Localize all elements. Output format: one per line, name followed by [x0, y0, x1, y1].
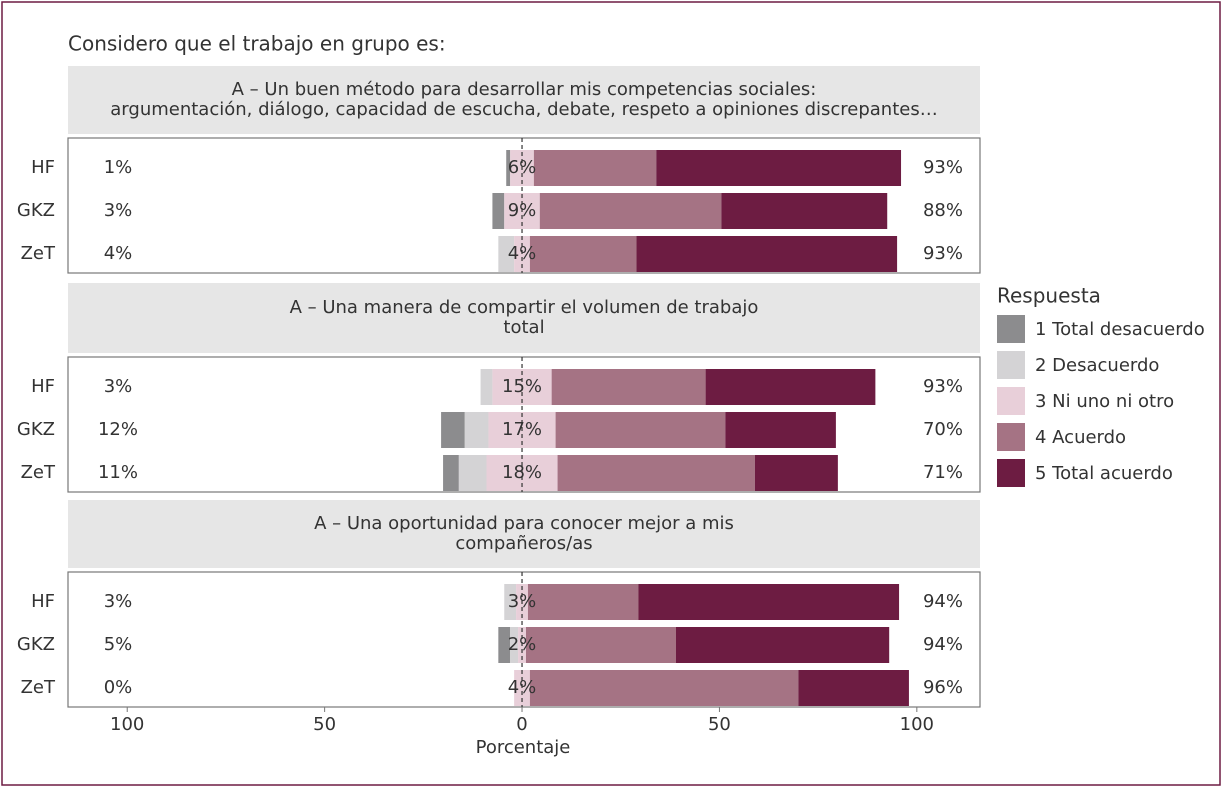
legend-label: 3 Ni uno ni otro [1035, 391, 1174, 412]
panel-title: compañeros/as [455, 533, 592, 554]
row-label: GKZ [17, 634, 55, 655]
x-tick-label: 0 [516, 714, 527, 735]
bar-segment [480, 369, 493, 405]
bar-segment [492, 193, 505, 229]
panel-header [68, 283, 980, 353]
bar-segment [705, 369, 876, 405]
panel-title: A – Una manera de compartir el volumen d… [290, 297, 759, 318]
bar-segment [557, 455, 755, 491]
agree-label: 94% [923, 634, 963, 655]
bar-segment [533, 150, 657, 186]
panel-title: A – Un buen método para desarrollar mis … [232, 79, 817, 100]
bar-segment [529, 236, 637, 272]
row-label: GKZ [17, 200, 55, 221]
row-label: ZeT [21, 462, 56, 483]
disagree-label: 3% [104, 376, 133, 397]
bar-segment [551, 369, 706, 405]
bar-segment [798, 670, 909, 706]
x-tick-label: 50 [708, 714, 731, 735]
bar-segment [676, 627, 890, 663]
x-tick-label: 100 [900, 714, 934, 735]
disagree-label: 4% [104, 243, 133, 264]
bar-segment [725, 412, 836, 448]
legend-label: 2 Desacuerdo [1035, 355, 1159, 376]
bar-segment [656, 150, 902, 186]
panel-title: A – Una oportunidad para conocer mejor a… [314, 513, 734, 534]
disagree-label: 5% [104, 634, 133, 655]
panel-title: argumentación, diálogo, capacidad de esc… [110, 99, 937, 120]
disagree-label: 1% [104, 157, 133, 178]
bar-segment [441, 412, 465, 448]
legend-label: 1 Total desacuerdo [1035, 319, 1205, 340]
x-tick-label: 100 [110, 714, 144, 735]
bar-segment [510, 627, 519, 663]
panel-title: total [503, 317, 544, 338]
bar-segment [458, 455, 487, 491]
bar-segment [506, 150, 511, 186]
legend-label: 5 Total acuerdo [1035, 463, 1173, 484]
x-axis-label: Porcentaje [476, 737, 571, 758]
legend-swatch [997, 387, 1025, 415]
legend-swatch [997, 423, 1025, 451]
bar-segment [638, 584, 900, 620]
chart-title: Considero que el trabajo en grupo es: [68, 32, 446, 56]
legend-label: 4 Acuerdo [1035, 427, 1126, 448]
agree-label: 93% [923, 157, 963, 178]
disagree-label: 0% [104, 677, 133, 698]
agree-label: 71% [923, 462, 963, 483]
legend-swatch [997, 315, 1025, 343]
bar-segment [529, 670, 799, 706]
panel-header [68, 500, 980, 568]
row-label: HF [31, 157, 55, 178]
bar-segment [636, 236, 898, 272]
bar-segment [464, 412, 489, 448]
bar-segment [443, 455, 459, 491]
disagree-label: 3% [104, 591, 133, 612]
agree-label: 93% [923, 243, 963, 264]
row-label: GKZ [17, 419, 55, 440]
agree-label: 88% [923, 200, 963, 221]
panel-header [68, 66, 980, 134]
agree-label: 93% [923, 376, 963, 397]
disagree-label: 3% [104, 200, 133, 221]
bar-segment [498, 236, 515, 272]
legend-swatch [997, 459, 1025, 487]
x-tick-label: 50 [313, 714, 336, 735]
bar-segment [527, 584, 639, 620]
legend-swatch [997, 351, 1025, 379]
disagree-label: 11% [98, 462, 138, 483]
bar-segment [721, 193, 888, 229]
row-label: HF [31, 376, 55, 397]
row-label: ZeT [21, 243, 56, 264]
row-label: HF [31, 591, 55, 612]
agree-label: 70% [923, 419, 963, 440]
bar-segment [498, 627, 511, 663]
agree-label: 94% [923, 591, 963, 612]
bar-segment [555, 412, 726, 448]
bar-segment [539, 193, 722, 229]
legend-title: Respuesta [997, 284, 1101, 308]
row-label: ZeT [21, 677, 56, 698]
agree-label: 96% [923, 677, 963, 698]
disagree-label: 12% [98, 419, 138, 440]
bar-segment [754, 455, 838, 491]
bar-segment [525, 627, 676, 663]
bar-segment [504, 584, 517, 620]
